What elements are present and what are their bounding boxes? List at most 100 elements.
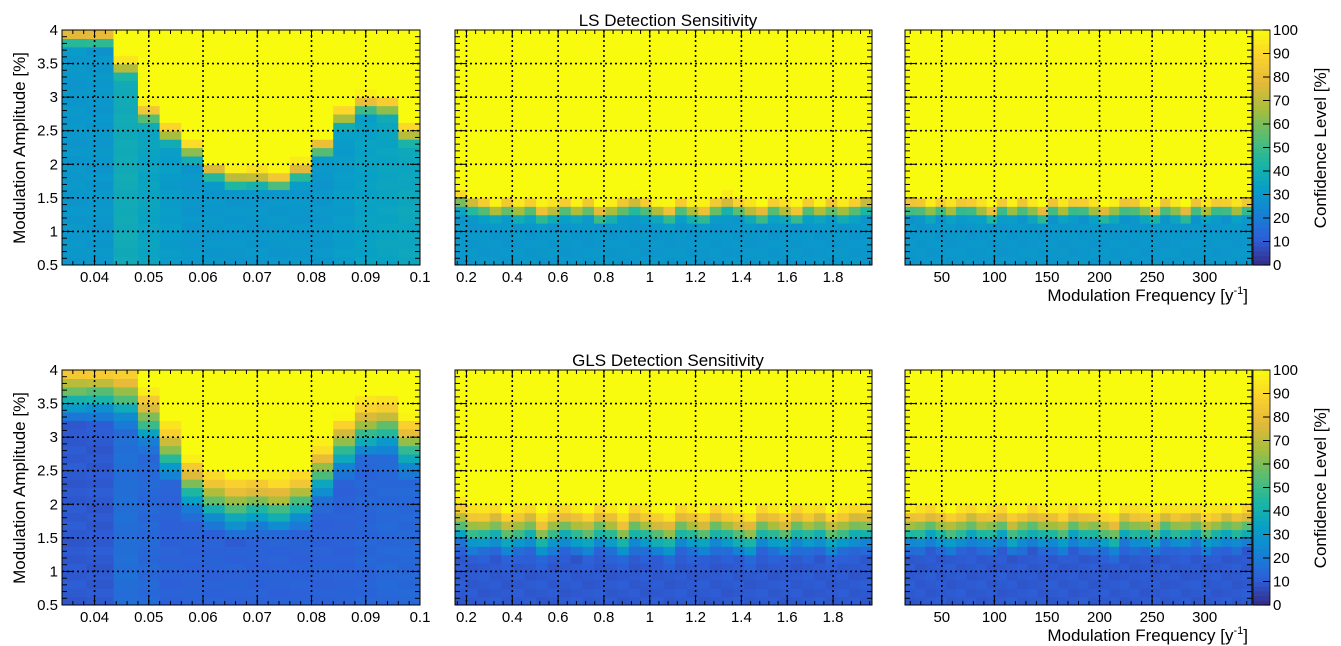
heatmap-cell [559, 71, 572, 81]
heatmap-cell [1017, 231, 1029, 241]
heatmap-cell [501, 97, 514, 107]
heatmap-cell [617, 30, 630, 39]
heatmap-cell [333, 445, 356, 455]
heatmap-cell [1007, 231, 1018, 241]
heatmap-cell [466, 155, 479, 165]
heatmap-cell [86, 529, 115, 539]
heatmap-cell [744, 453, 757, 463]
heatmap-cell [925, 113, 937, 123]
heatmap-cell [311, 172, 334, 182]
heatmap-cell [905, 46, 916, 56]
heatmap-cell [848, 370, 862, 379]
heatmap-cell [1098, 80, 1110, 90]
heatmap-cell [848, 223, 862, 233]
heatmap-cell [501, 395, 514, 405]
heatmap-cell [617, 462, 630, 472]
heatmap-cell [698, 88, 711, 98]
heatmap-cell [905, 139, 916, 149]
heatmap-cell [1037, 223, 1049, 233]
heatmap-cell [617, 395, 630, 405]
heatmap-cell [224, 554, 248, 564]
heatmap-cell [1109, 239, 1120, 249]
heatmap-cell [860, 248, 872, 258]
heatmap-cell [1211, 214, 1222, 224]
heatmap-cell [289, 487, 313, 497]
heatmap-cell [137, 189, 161, 199]
heatmap-cell [966, 197, 978, 207]
heatmap-cell [686, 411, 699, 421]
heatmap-cell [547, 428, 560, 438]
heatmap-cell [663, 55, 676, 65]
heatmap-cell [547, 197, 560, 207]
heatmap-cell [524, 88, 537, 98]
x-tick-label: 1.8 [823, 269, 844, 286]
heatmap-cell [570, 571, 584, 581]
heatmap-cell [779, 63, 792, 73]
heatmap-cell [570, 596, 584, 605]
heatmap-cell [466, 248, 479, 258]
heatmap-cell [1007, 239, 1018, 249]
heatmap-cell [489, 63, 502, 73]
heatmap-cell [915, 378, 927, 388]
heatmap-cell [721, 223, 734, 233]
heatmap-cell [536, 529, 549, 539]
heatmap-cell [956, 248, 967, 258]
heatmap-cell [996, 130, 1008, 140]
heatmap-cell [289, 428, 313, 438]
heatmap-cell [246, 80, 269, 90]
heatmap-cell [617, 113, 630, 123]
heatmap-cell [86, 122, 115, 132]
heatmap-cell [376, 231, 399, 241]
heatmap-cell [915, 80, 927, 90]
heatmap-cell [570, 181, 584, 191]
heatmap-cell [1017, 172, 1029, 182]
heatmap-cell [62, 453, 88, 463]
heatmap-cell [246, 504, 269, 514]
heatmap-cell [860, 46, 872, 56]
heatmap-cell [268, 147, 291, 157]
heatmap-cell [1088, 97, 1100, 107]
heatmap-cell [756, 395, 769, 405]
heatmap-cell [1047, 71, 1059, 81]
heatmap-cell [1170, 30, 1182, 39]
heatmap-cell [1160, 239, 1171, 249]
heatmap-cell [354, 214, 378, 224]
heatmap-cell [547, 563, 560, 573]
heatmap-cell [311, 46, 334, 56]
heatmap-cell [767, 113, 780, 123]
heatmap-cell [1200, 147, 1212, 157]
heatmap-cell [628, 420, 641, 430]
heatmap-cell [925, 122, 937, 132]
heatmap-cell [1007, 97, 1018, 107]
heatmap-cell [1027, 172, 1039, 182]
heatmap-cell [478, 206, 491, 216]
heatmap-cell [536, 403, 549, 413]
heatmap-cell [837, 164, 850, 174]
heatmap-cell [466, 63, 479, 73]
heatmap-cell [605, 403, 618, 413]
heatmap-cell [675, 206, 688, 216]
heatmap-cell [113, 181, 139, 191]
heatmap-cell [802, 386, 815, 396]
heatmap-cell [956, 46, 967, 56]
heatmap-cell [86, 231, 115, 241]
heatmap-cell [709, 411, 723, 421]
heatmap-cell [756, 420, 769, 430]
heatmap-cell [536, 453, 549, 463]
heatmap-cell [1180, 197, 1192, 207]
heatmap-cell [790, 30, 804, 39]
heatmap-cell [837, 512, 850, 522]
heatmap-cell [536, 579, 549, 589]
heatmap-cell [224, 256, 248, 265]
heatmap-cell [268, 495, 291, 505]
heatmap-cell [181, 386, 204, 396]
x-tick-label: 0.6 [548, 609, 569, 626]
heatmap-cell [1119, 71, 1131, 81]
heatmap-cell [1200, 113, 1212, 123]
heatmap-cell [663, 370, 676, 379]
heatmap-cell [455, 462, 468, 472]
heatmap-cell [1221, 189, 1233, 199]
heatmap-cell [663, 248, 676, 258]
heatmap-cell [268, 214, 291, 224]
heatmap-cell [478, 554, 491, 564]
